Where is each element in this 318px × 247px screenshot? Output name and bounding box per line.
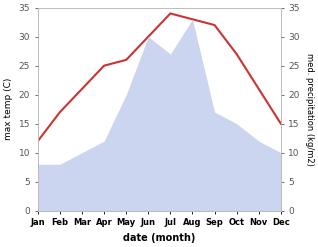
Y-axis label: max temp (C): max temp (C) xyxy=(4,78,13,140)
Y-axis label: med. precipitation (kg/m2): med. precipitation (kg/m2) xyxy=(305,53,314,165)
X-axis label: date (month): date (month) xyxy=(123,233,196,243)
